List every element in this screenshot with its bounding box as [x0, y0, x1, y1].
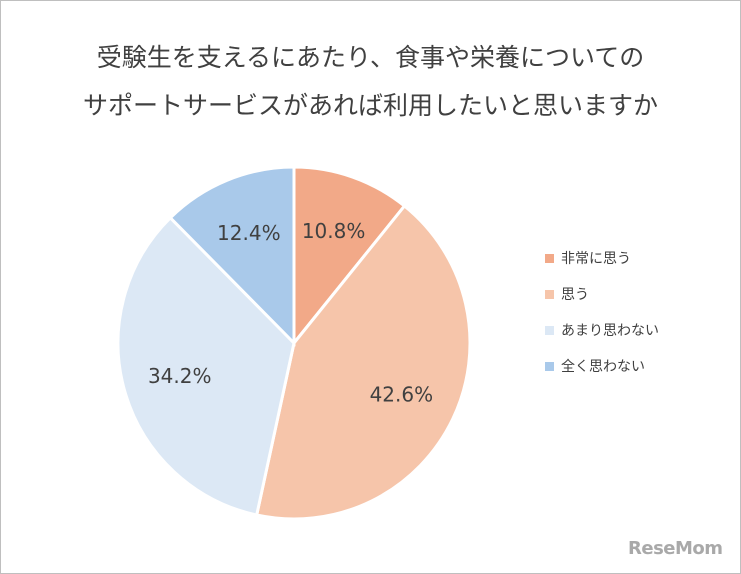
slice-value-label-1: 10.8% [302, 219, 366, 243]
legend-item-4: 全く思わない [545, 348, 659, 384]
chart-title-line-2: サポートサービスがあれば利用したいと思いますか [82, 91, 658, 120]
pie-slice-4 [168, 165, 296, 347]
resemom-logo: ReseMom [628, 538, 723, 559]
legend-label-3: あまり思わない [561, 323, 659, 339]
slice-value-label-4: 12.4% [217, 221, 281, 245]
legend-item-3: あまり思わない [545, 312, 659, 348]
slice-value-label-2: 42.6% [370, 382, 434, 406]
legend-item-1: 非常に思う [545, 240, 659, 276]
slice-value-label-3: 34.2% [148, 364, 212, 388]
legend-swatch-1 [545, 253, 554, 263]
chart-title-line-1: 受験生を支えるにあたり、食事や栄養についての [96, 43, 645, 72]
legend-label-4: 全く思わない [561, 359, 645, 375]
legend-swatch-2 [545, 289, 554, 299]
legend-label-2: 思う [561, 287, 589, 303]
legend-swatch-3 [545, 325, 554, 335]
pie-slice-3 [116, 215, 296, 517]
legend-label-1: 非常に思う [561, 251, 631, 267]
chart-legend: 非常に思う思うあまり思わない 全く思わない [545, 240, 659, 384]
pie-slice-2 [254, 203, 472, 521]
legend-swatch-4 [545, 361, 554, 371]
legend-item-2: 思う [545, 276, 659, 312]
pie-slice-1 [292, 165, 407, 348]
